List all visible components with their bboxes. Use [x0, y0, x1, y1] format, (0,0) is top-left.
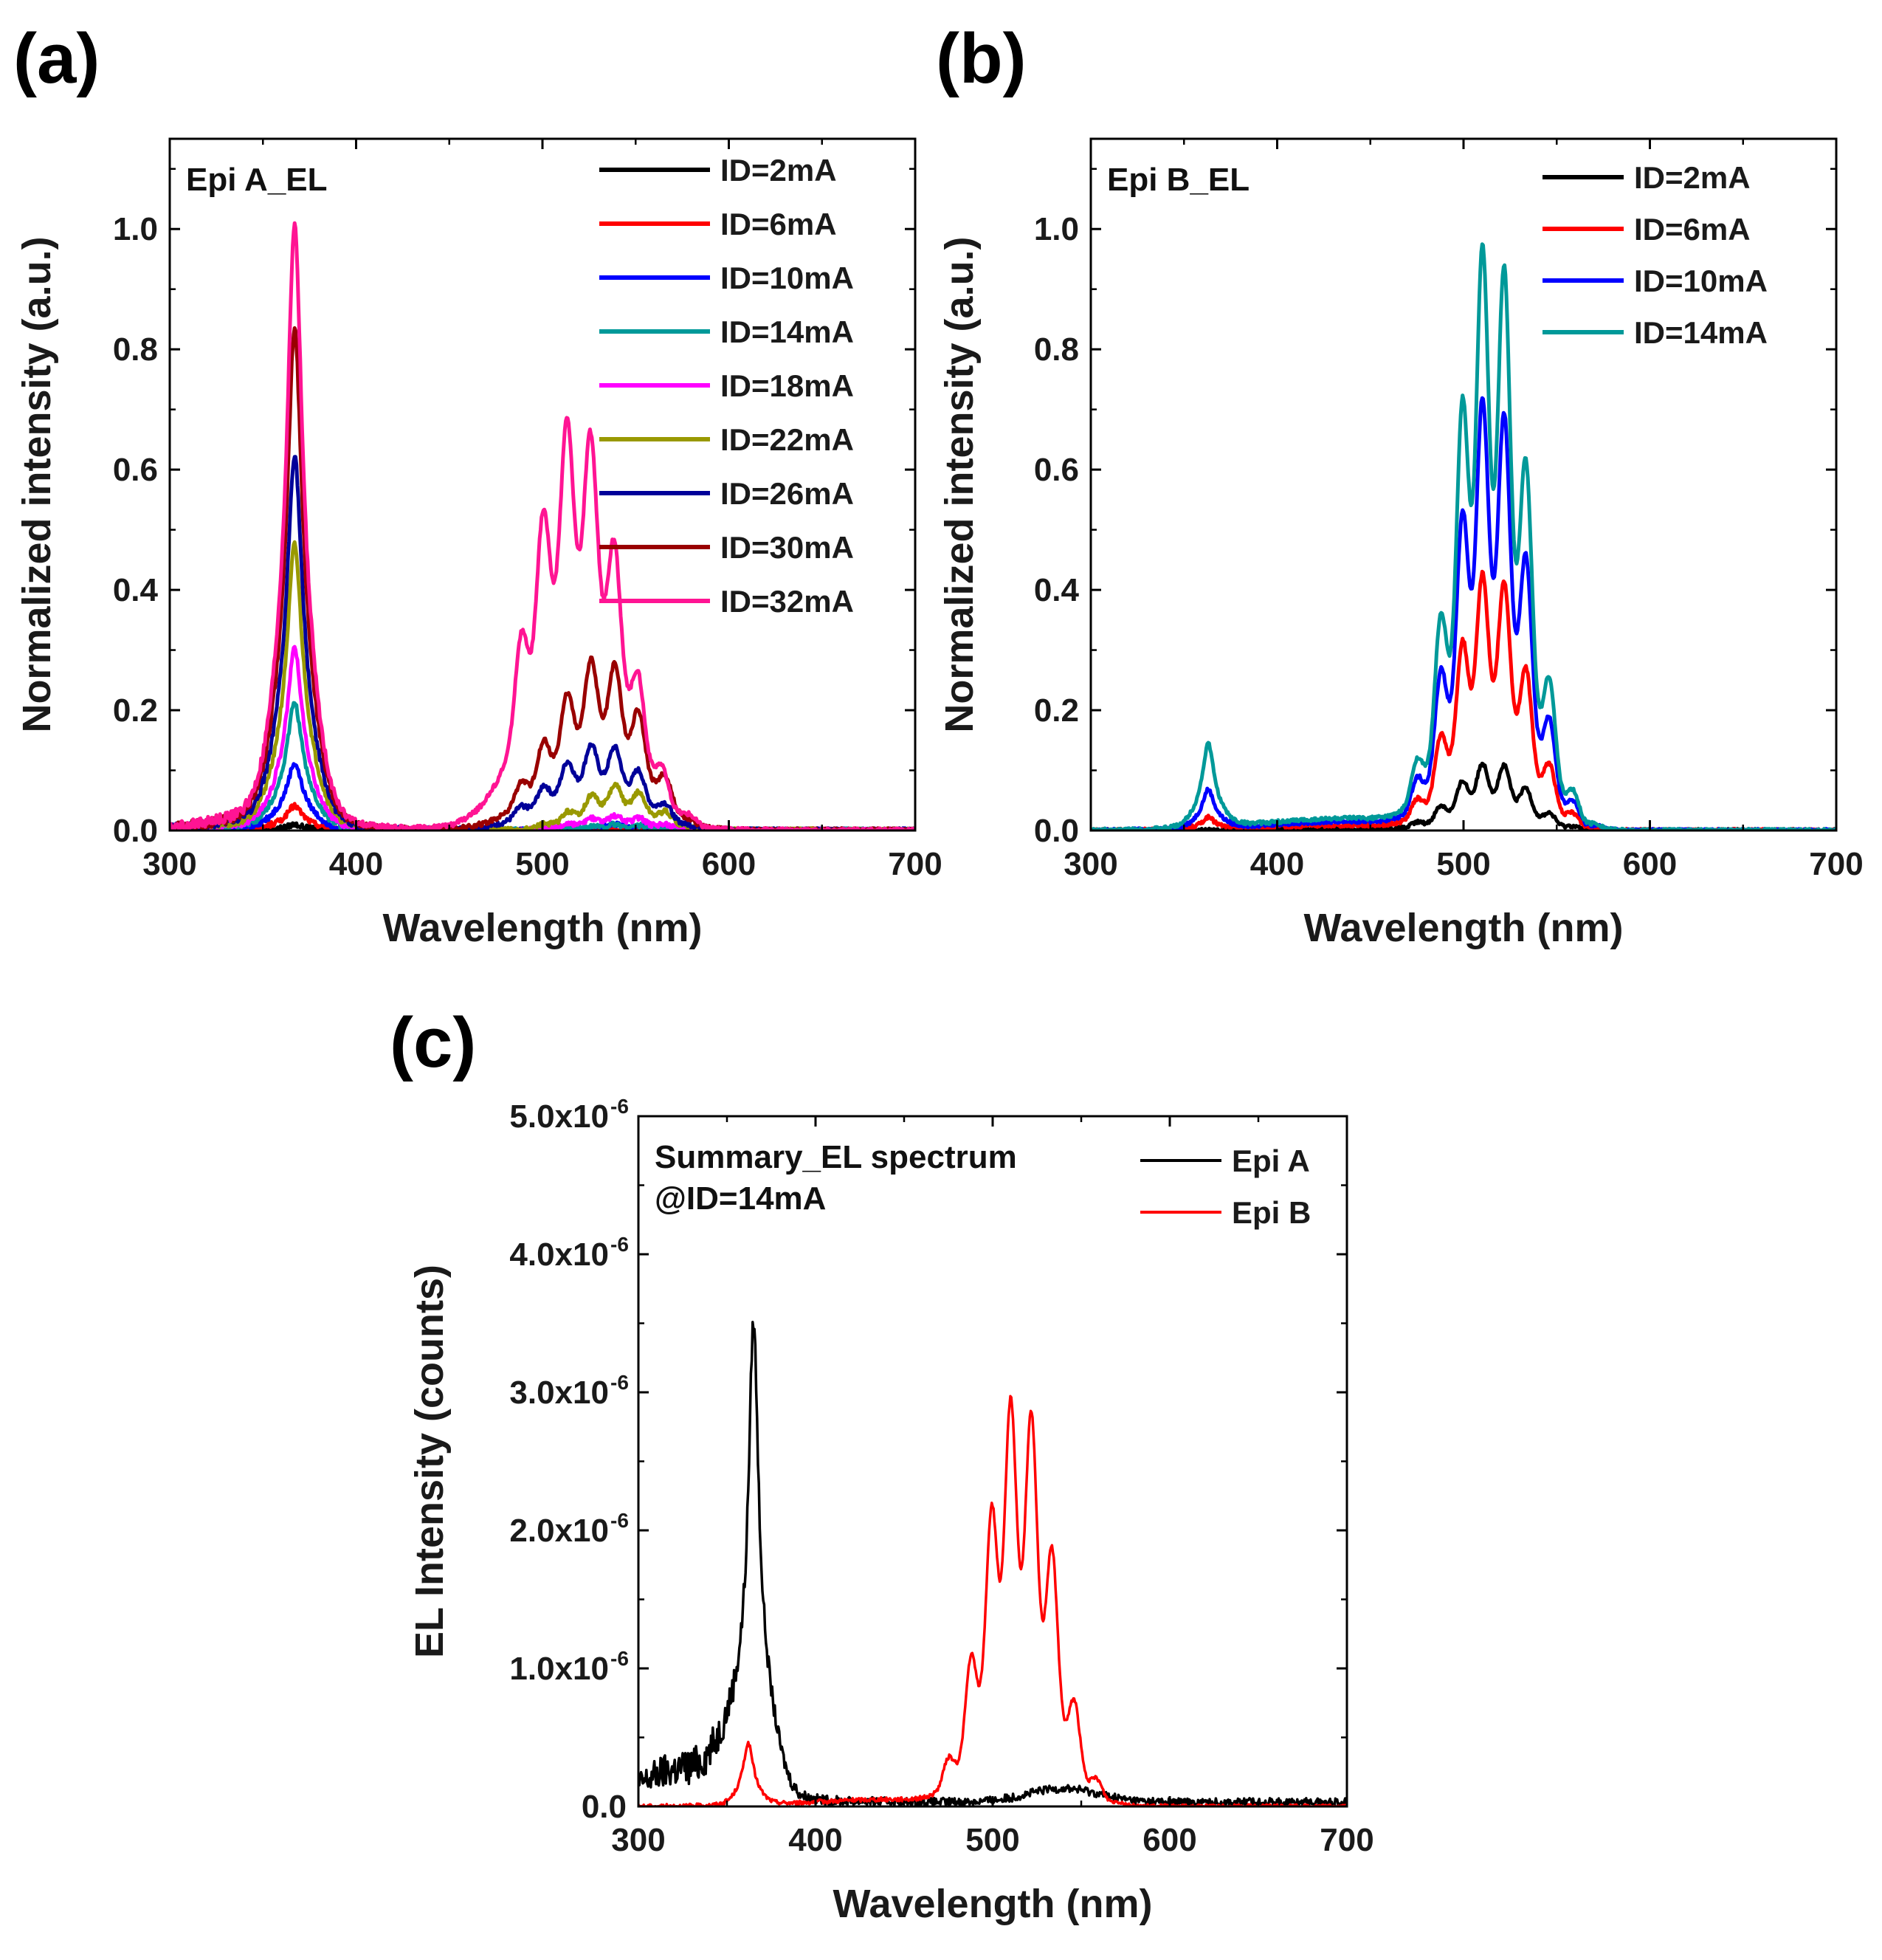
x-tick-label: 300 [611, 1822, 665, 1858]
y-tick-label: 0.6 [1034, 452, 1079, 488]
panel-annotation: Summary_EL spectrum [655, 1139, 1017, 1175]
x-tick-label: 400 [329, 846, 383, 882]
x-tick-label: 300 [1064, 846, 1117, 882]
y-tick-label: 0.0 [113, 813, 158, 849]
legend-label: ID=22mA [720, 422, 854, 457]
x-tick-label: 600 [702, 846, 756, 882]
legend-label: ID=32mA [720, 584, 854, 619]
series-line-epi-a [638, 1321, 1347, 1806]
y-tick-label: 3.0x10 [509, 1375, 609, 1411]
panel-label-c: (c) [390, 1003, 476, 1082]
x-tick-label: 700 [888, 846, 942, 882]
series-line-id-26ma [170, 455, 915, 831]
series-group [638, 1321, 1347, 1806]
legend-label: ID=2mA [1634, 160, 1751, 195]
y-tick-label: 0.8 [1034, 331, 1079, 368]
legend-label: ID=6mA [720, 207, 837, 241]
legend-label: ID=14mA [720, 314, 854, 349]
y-tick-exponent: -6 [610, 1647, 629, 1670]
y-tick-label: 5.0x10 [509, 1098, 609, 1135]
y-axis-label: Normalized intensity (a.u.) [15, 236, 59, 732]
x-axis-label: Wavelength (nm) [382, 906, 702, 950]
y-tick-label: 0.6 [113, 452, 158, 488]
x-axis-label: Wavelength (nm) [1303, 906, 1623, 950]
panel-label-a: (a) [13, 19, 100, 98]
x-tick-label: 400 [788, 1822, 842, 1858]
y-tick-exponent: -6 [610, 1233, 629, 1256]
series-line-id-6ma [1091, 569, 1836, 831]
y-tick-label: 1.0 [113, 211, 158, 247]
y-tick-label: 4.0x10 [509, 1237, 609, 1273]
legend-label: ID=10mA [720, 261, 854, 295]
y-tick-exponent: -6 [610, 1371, 629, 1394]
y-tick-label: 0.2 [1034, 692, 1079, 729]
panel-annotation: Epi B_EL [1107, 162, 1250, 198]
y-tick-exponent: -6 [610, 1095, 629, 1118]
legend-label: ID=26mA [720, 476, 854, 511]
x-tick-label: 700 [1809, 846, 1863, 882]
x-tick-label: 400 [1250, 846, 1304, 882]
legend-label: Epi A [1232, 1144, 1310, 1178]
y-tick-label: 0.2 [113, 692, 158, 729]
series-line-id-14ma [170, 701, 915, 831]
x-tick-label: 600 [1623, 846, 1677, 882]
y-tick-label: 0.0 [582, 1789, 627, 1825]
series-line-id-30ma [170, 326, 915, 831]
x-axis-label: Wavelength (nm) [833, 1882, 1152, 1926]
x-tick-label: 500 [1436, 846, 1490, 882]
legend-label: ID=14mA [1634, 315, 1768, 350]
y-tick-label: 2.0x10 [509, 1513, 609, 1549]
y-tick-label: 0.4 [1034, 572, 1080, 608]
legend-label: ID=18mA [720, 368, 854, 403]
x-tick-label: 500 [965, 1822, 1019, 1858]
panel-annotation: @ID=14mA [655, 1180, 826, 1217]
legend-label: ID=6mA [1634, 212, 1751, 247]
y-axis-label: Normalized intensity (a.u.) [937, 236, 982, 732]
chart-panel-a: 300 400 500 600 700 0.0 0.2 0.4 0.6 0.8 1.0 Wavelen… [15, 137, 942, 950]
series-line-id-6ma [170, 802, 915, 831]
y-tick-label: 1.0x10 [509, 1651, 609, 1687]
panel-annotation: Epi A_EL [186, 162, 328, 198]
y-tick-label: 0.4 [113, 572, 159, 608]
chart-panel-b: 300 400 500 600 700 0.0 0.2 0.4 0.6 0.8 1.0 Wavelen… [937, 137, 1864, 950]
x-tick-label: 700 [1320, 1822, 1373, 1858]
y-tick-exponent: -6 [610, 1509, 629, 1532]
series-line-epi-b [638, 1395, 1347, 1806]
x-tick-label: 600 [1142, 1822, 1196, 1858]
y-tick-label: 0.8 [113, 331, 158, 368]
legend-label: ID=30mA [720, 530, 854, 565]
x-tick-label: 300 [142, 846, 196, 882]
legend-label: ID=10mA [1634, 264, 1768, 298]
legend-label: ID=2mA [720, 153, 837, 188]
y-tick-label: 0.0 [1034, 813, 1079, 849]
y-tick-label: 1.0 [1034, 211, 1079, 247]
y-axis-label: EL Intensity (counts) [407, 1265, 452, 1658]
panel-label-b: (b) [936, 19, 1027, 98]
legend-label: Epi B [1232, 1195, 1311, 1230]
x-tick-label: 500 [515, 846, 569, 882]
